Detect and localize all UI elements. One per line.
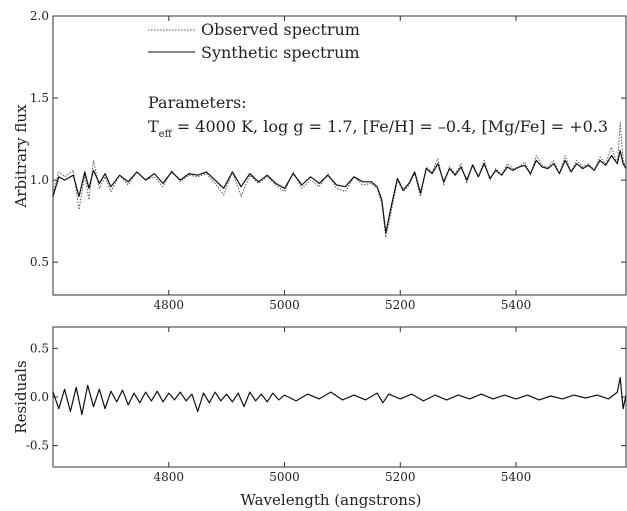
residuals-xlabel: Wavelength (angstrons) <box>241 491 422 509</box>
legend-label-synthetic: Synthetic spectrum <box>201 43 360 62</box>
residuals-xtick-label-5200: 5200 <box>385 470 416 484</box>
spectrum-xtick-label-4800: 4800 <box>153 298 184 312</box>
residuals-xtick-label-4800: 4800 <box>153 470 184 484</box>
spectrum-series-synthetic-spectrum <box>52 150 627 234</box>
residuals-axes: 4800 5000 5200 5400 -0.5 0.0 0.5 <box>26 327 626 484</box>
residuals-panel: 4800 5000 5200 5400 -0.5 0.0 0.5 Residuals Wav… <box>12 326 627 509</box>
residuals-plot-frame <box>52 326 627 468</box>
spectrum-xtick-label-5000: 5000 <box>269 298 300 312</box>
spectrum-ytick-label-0.5: 0.5 <box>30 255 49 269</box>
spectrum-ytick-label-2.0: 2.0 <box>30 9 49 23</box>
parameters-title: Parameters: <box>148 93 247 112</box>
spectrum-series-observed-spectrum <box>52 122 627 239</box>
spectrum-panel: 4800 5000 5200 5400 0.5 1.0 1.5 2.0 Arbitrary f… <box>12 9 627 312</box>
residuals-series-line-0 <box>52 377 627 416</box>
parameters-values: Teff = 4000 K, log g = 1.7, [Fe/H] = –0.… <box>148 117 608 140</box>
spectrum-series <box>52 122 627 239</box>
spectrum-plot-frame <box>52 15 627 296</box>
parameters-annotation: Parameters: Teff = 4000 K, log g = 1.7, … <box>148 93 608 140</box>
parameters-rest: = 4000 K, log g = 1.7, [Fe/H] = –0.4, [M… <box>172 117 608 136</box>
residuals-series <box>52 377 627 416</box>
spectrum-axes: 4800 5000 5200 5400 0.5 1.0 1.5 2.0 <box>30 9 626 312</box>
spectrum-xtick-label-5200: 5200 <box>385 298 416 312</box>
legend-label-observed: Observed spectrum <box>201 20 360 39</box>
spectrum-xtick-label-5400: 5400 <box>501 298 532 312</box>
residuals-xtick-label-5400: 5400 <box>501 470 532 484</box>
teff-symbol: T <box>148 117 159 136</box>
residuals-xtick-label-5000: 5000 <box>269 470 300 484</box>
spectrum-ylabel: Arbitrary flux <box>12 104 30 209</box>
spectrum-ytick-label-1.5: 1.5 <box>30 91 49 105</box>
legend: Observed spectrum Synthetic spectrum <box>148 20 360 62</box>
residuals-ytick-label--0.5: -0.5 <box>26 439 49 453</box>
residuals-ytick-label-0.5: 0.5 <box>30 341 49 355</box>
spectrum-ytick-label-1.0: 1.0 <box>30 173 49 187</box>
teff-subscript: eff <box>159 129 173 140</box>
residuals-ytick-label-0.0: 0.0 <box>30 390 49 404</box>
residuals-ylabel: Residuals <box>12 360 30 433</box>
